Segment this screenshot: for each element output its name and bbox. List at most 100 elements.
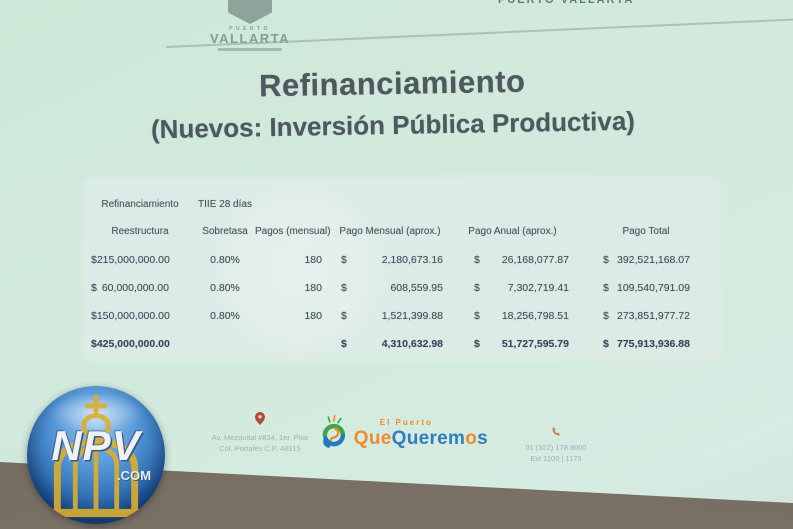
value: 7,302,719.41 (507, 282, 569, 294)
npv-com-text: .COM (117, 468, 151, 483)
currency: $ (474, 338, 480, 350)
value: 273,851,977.72 (617, 310, 690, 322)
currency: $ (603, 254, 609, 266)
table-row: $ 215,000,000.00 0.80% 180 $ 2,180,673.1… (85, 246, 717, 274)
brand-queremos-2: s (477, 427, 488, 449)
value: 26,168,077.87 (501, 254, 569, 266)
value: 775,913,936.88 (617, 338, 690, 350)
value: 4,310,632.98 (381, 338, 443, 350)
value: 109,540,791.09 (617, 282, 690, 294)
cell-pago-anual: $ 18,256,798.51 (450, 310, 575, 322)
pv-logo-subline (218, 48, 282, 52)
currency: $ (603, 310, 609, 322)
cell-pago-anual: $ 7,302,719.41 (450, 282, 575, 294)
cell-total-reestructura: $ 425,000,000.00 (85, 338, 195, 350)
header-pago-anual: Pago Anual (aprox.) (468, 225, 557, 237)
cell-reestructura: $ 150,000,000.00 (85, 310, 195, 322)
value: 392,521,168.07 (617, 254, 690, 266)
brand-queremos-1: Querem (391, 427, 466, 449)
page-subtitle: (Nuevos: Inversión Pública Productiva) (150, 105, 636, 145)
currency: $ (603, 338, 609, 350)
currency: $ (341, 254, 347, 266)
value: 215,000,000.00 (96, 254, 170, 266)
currency: $ (474, 254, 480, 266)
npv-watermark: NPV .COM (27, 386, 165, 524)
npv-crown-icon (46, 394, 146, 518)
cell-sobretasa: 0.80% (210, 310, 240, 322)
currency: $ (341, 310, 347, 322)
puerto-vallarta-logo: PUERTO VALLARTA (188, 0, 312, 52)
cell-pago-anual: $ 26,168,077.87 (450, 254, 575, 266)
value: 60,000,000.00 (101, 282, 169, 294)
value: 608,559.95 (390, 282, 443, 294)
title-block: Refinanciamiento (Nuevos: Inversión Públ… (0, 0, 785, 148)
top-right-clipped-text: PUERTO VALLARTA (498, 0, 635, 6)
brand-que-queremos: QueQueremos (354, 429, 488, 448)
cell-pago-mensual: $ 2,180,673.16 (330, 254, 450, 266)
header-sobretasa: Sobretasa (202, 225, 248, 237)
phone-icon (552, 427, 560, 436)
brand-queremos-o: o (465, 427, 478, 449)
cell-reestructura: $ 215,000,000.00 (85, 254, 195, 266)
cell-total-pago-anual: $ 51,727,595.79 (450, 338, 575, 350)
address-line-2: Col. Portales C.P. 48315 (219, 444, 301, 454)
cell-pagos: 180 (304, 282, 322, 294)
currency: $ (341, 338, 347, 350)
cell-pago-total: $ 109,540,791.09 (575, 282, 717, 294)
pv-logo-puerto: PUERTO (229, 26, 271, 32)
npv-text: NPV (51, 422, 141, 469)
currency: $ (474, 310, 480, 322)
phone-line-1: 01 (322) 178 8000 (525, 443, 587, 452)
phone-block: 01 (322) 178 8000 Ext 1100 | 1175 (506, 424, 606, 465)
currency: $ (91, 338, 97, 350)
value: 425,000,000.00 (96, 338, 170, 350)
header-pago-mensual: Pago Mensual (aprox.) (339, 225, 441, 237)
table-row: $ 150,000,000.00 0.80% 180 $ 1,521,399.8… (85, 302, 717, 330)
cell-reestructura: $ 60,000,000.00 (85, 282, 195, 294)
header-reestructura: Reestructura (111, 225, 169, 237)
currency: $ (341, 282, 347, 294)
phone-line-2: Ext 1100 | 1175 (530, 454, 582, 464)
cell-pago-total: $ 392,521,168.07 (575, 254, 717, 266)
cell-total-pago-mensual: $ 4,310,632.98 (330, 338, 450, 350)
cell-total-pago-total: $ 775,913,936.88 (575, 338, 717, 350)
npv-sphere: NPV .COM (27, 386, 165, 524)
brand-que: Que (353, 427, 392, 449)
cell-pagos: 180 (304, 254, 322, 266)
header-refinanciamiento: Refinanciamiento (101, 198, 179, 210)
cell-pagos: 180 (304, 310, 322, 322)
watermark-circle (203, 174, 395, 366)
address-block: Av. Mezquital #834, 1er. Piso Col. Porta… (196, 412, 324, 455)
total-row: $ 425,000,000.00 $ 4,310,632.98 $ 51,727… (85, 330, 717, 358)
currency: $ (603, 282, 609, 294)
location-pin-icon (255, 412, 265, 425)
value: 18,256,798.51 (501, 310, 569, 322)
refinancing-table: Refinanciamiento TIIE 28 días Reestructu… (85, 180, 717, 358)
header-group-row: Refinanciamiento TIIE 28 días (85, 192, 717, 216)
value: 51,727,595.79 (501, 338, 569, 350)
brand-el-puerto: El Puerto (379, 417, 433, 427)
value: 1,521,399.88 (381, 310, 443, 322)
currency: $ (474, 282, 480, 294)
data-table-panel: Refinanciamiento TIIE 28 días Reestructu… (85, 174, 717, 366)
header-pago-total: Pago Total (622, 225, 670, 237)
que-queremos-brand: El Puerto QueQueremos (318, 406, 488, 460)
page-title: Refinanciamiento (258, 63, 526, 104)
cell-sobretasa: 0.80% (210, 254, 240, 266)
cell-pago-mensual: $ 608,559.95 (330, 282, 450, 294)
currency: $ (91, 310, 97, 322)
currency: $ (91, 282, 97, 294)
value: 150,000,000.00 (96, 310, 170, 322)
header-row: Reestructura Sobretasa Pagos (mensual) P… (85, 216, 717, 246)
cell-pago-total: $ 273,851,977.72 (575, 310, 717, 322)
value: 2,180,673.16 (381, 254, 443, 266)
header-tiie: TIIE 28 días (198, 198, 252, 210)
que-queremos-icon (322, 414, 346, 448)
cell-sobretasa: 0.80% (210, 282, 240, 294)
cell-pago-mensual: $ 1,521,399.88 (330, 310, 450, 322)
brand-text: El Puerto QueQueremos (354, 417, 488, 448)
address-line-1: Av. Mezquital #834, 1er. Piso (211, 433, 309, 442)
header-pagos: Pagos (mensual) (255, 225, 331, 237)
